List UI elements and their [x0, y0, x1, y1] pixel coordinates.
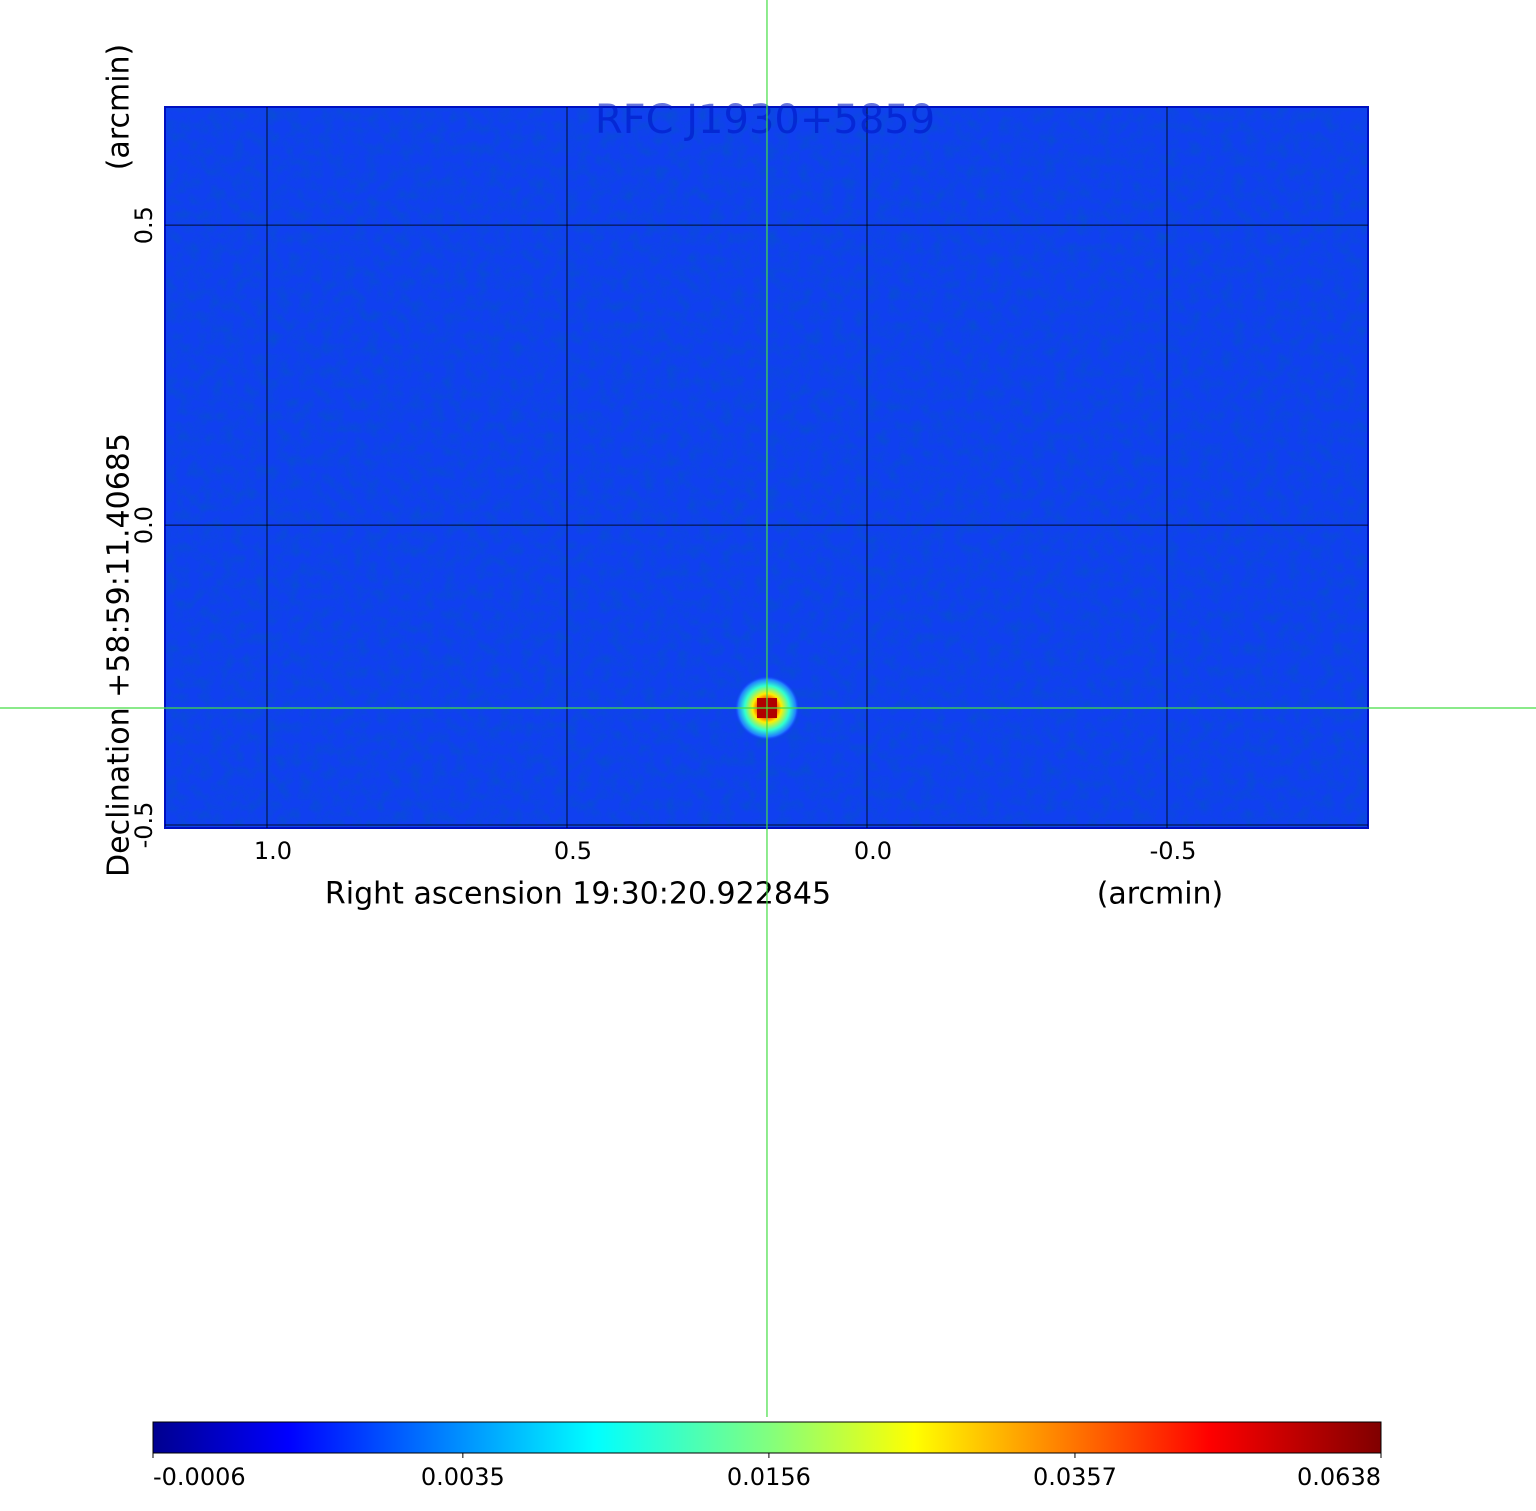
y-axis-label: Declination +58:59:11.40685	[102, 433, 137, 877]
chart-title: RFC J1930+5859	[595, 97, 935, 143]
colorbar-tick-label: 0.0357	[1033, 1463, 1117, 1491]
x-axis-unit: (arcmin)	[1097, 877, 1224, 912]
y-tick-label: 0.0	[130, 506, 158, 544]
colorbar-tick-label: 0.0035	[421, 1463, 505, 1491]
x-tick-label: 0.0	[854, 837, 892, 865]
colorbar-tick-label: 0.0638	[1297, 1463, 1381, 1491]
y-tick-label: 0.5	[130, 206, 158, 244]
y-tick-label: -0.5	[130, 802, 158, 849]
y-axis-unit: (arcmin)	[102, 44, 137, 171]
x-axis-label: Right ascension 19:30:20.922845	[325, 877, 831, 912]
colorbar-tick-label: 0.0156	[727, 1463, 811, 1491]
colorbar-tick-label: -0.0006	[153, 1463, 246, 1491]
x-tick-label: -0.5	[1150, 837, 1197, 865]
x-tick-label: 0.5	[554, 837, 592, 865]
colorbar	[152, 1421, 1382, 1454]
x-tick-label: 1.0	[254, 837, 292, 865]
